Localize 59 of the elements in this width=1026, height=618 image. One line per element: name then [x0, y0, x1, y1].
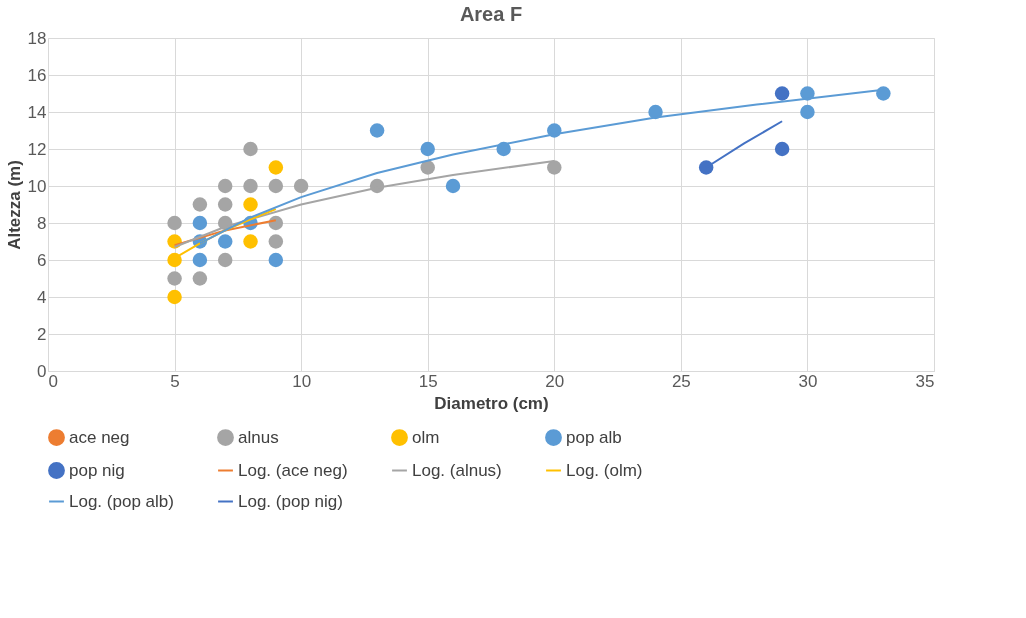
point: [369, 123, 385, 138]
point: [243, 234, 258, 249]
point: [217, 178, 233, 194]
y-tick-label: 16: [27, 65, 47, 85]
point: [774, 141, 790, 157]
legend-label: Log. (alnus): [412, 460, 502, 480]
y-tick-label: 6: [37, 250, 47, 270]
point: [217, 197, 233, 212]
point: [876, 86, 891, 101]
point: [192, 215, 208, 231]
point: [420, 160, 435, 175]
y-tick-label: 12: [27, 139, 47, 159]
x-tick-label: 5: [170, 371, 180, 391]
x-tick-label: 15: [418, 371, 438, 391]
point: [268, 178, 284, 194]
x-tick-label: 30: [798, 371, 818, 391]
legend-label: Log. (ace neg): [238, 460, 348, 480]
y-tick-label: 4: [37, 287, 47, 307]
point: [167, 271, 182, 286]
point: [243, 141, 258, 157]
point: [192, 271, 208, 286]
point: [217, 234, 233, 249]
legend-label: pop alb: [566, 427, 622, 447]
point: [445, 178, 461, 194]
legend-label: Log. (olm): [566, 460, 643, 480]
x-tick-label: 25: [671, 371, 691, 391]
legend-label: pop nig: [69, 460, 125, 480]
legend-label: alnus: [238, 427, 279, 447]
point: [192, 252, 208, 268]
x-tick-label: 35: [915, 371, 935, 391]
x-tick-label: 20: [545, 371, 565, 391]
point: [243, 178, 258, 194]
y-axis-title: Altezza (m): [4, 160, 24, 250]
point: [420, 141, 435, 157]
x-tick-label: 10: [292, 371, 312, 391]
y-tick-label: 10: [27, 176, 47, 196]
y-tick-label: 8: [37, 213, 47, 233]
y-tick-label: 14: [27, 102, 47, 122]
point: [167, 252, 182, 268]
chart-title: Area F: [459, 3, 523, 25]
point: [268, 160, 284, 175]
point: [293, 178, 309, 194]
point: [774, 86, 790, 101]
point: [167, 215, 182, 231]
y-tick-label: 18: [27, 28, 47, 48]
point: [167, 289, 182, 305]
x-axis-title: Diametro (cm): [434, 393, 549, 413]
point: [800, 104, 815, 120]
point: [243, 197, 258, 212]
point: [268, 252, 284, 268]
y-tick-label: 2: [37, 324, 47, 344]
point: [217, 252, 233, 268]
point: [192, 197, 208, 212]
legend-label: Log. (pop nig): [238, 491, 343, 511]
legend-label: ace neg: [69, 427, 130, 447]
point: [547, 160, 562, 175]
point: [268, 234, 284, 249]
legend-label: olm: [412, 427, 440, 447]
legend-label: Log. (pop alb): [69, 491, 174, 511]
